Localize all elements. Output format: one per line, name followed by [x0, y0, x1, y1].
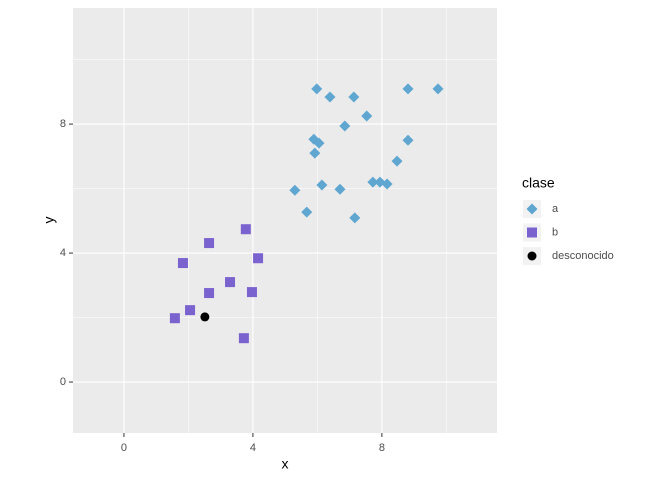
point — [204, 288, 215, 299]
point — [177, 258, 188, 269]
point — [169, 313, 180, 324]
point — [309, 147, 321, 159]
point — [324, 91, 336, 103]
legend-swatch — [526, 203, 538, 215]
point — [391, 155, 403, 167]
legend-swatch — [527, 227, 537, 238]
point — [185, 305, 196, 316]
point — [361, 110, 373, 122]
point — [432, 83, 444, 95]
point — [334, 183, 346, 195]
y-axis-title: y — [41, 217, 57, 224]
x-axis-title: x — [282, 456, 289, 472]
x-tick-label: 8 — [379, 442, 385, 454]
x-tick-label: 0 — [121, 442, 127, 454]
point — [253, 253, 264, 264]
point — [311, 83, 323, 95]
y-tick-label: 0 — [60, 376, 66, 388]
point — [289, 184, 301, 196]
point — [313, 137, 325, 149]
point — [316, 179, 328, 191]
point — [402, 134, 414, 146]
legend-title: clase — [522, 175, 555, 191]
point — [240, 224, 251, 235]
point — [225, 277, 236, 288]
legend-label: a — [552, 203, 559, 215]
y-tick-label: 8 — [60, 118, 66, 130]
legend-label: desconocido — [552, 250, 614, 262]
point — [246, 287, 257, 298]
point — [349, 212, 361, 224]
point — [381, 178, 393, 190]
point — [301, 206, 313, 218]
point — [204, 238, 215, 249]
point — [200, 312, 210, 322]
point — [238, 333, 249, 344]
point — [402, 83, 414, 95]
point — [348, 91, 360, 103]
x-tick-label: 4 — [250, 442, 256, 454]
panel — [73, 8, 497, 433]
y-tick-label: 4 — [60, 247, 66, 259]
legend-swatch — [527, 251, 537, 261]
point — [367, 176, 379, 188]
legend-label: b — [552, 226, 558, 238]
point — [339, 120, 351, 132]
